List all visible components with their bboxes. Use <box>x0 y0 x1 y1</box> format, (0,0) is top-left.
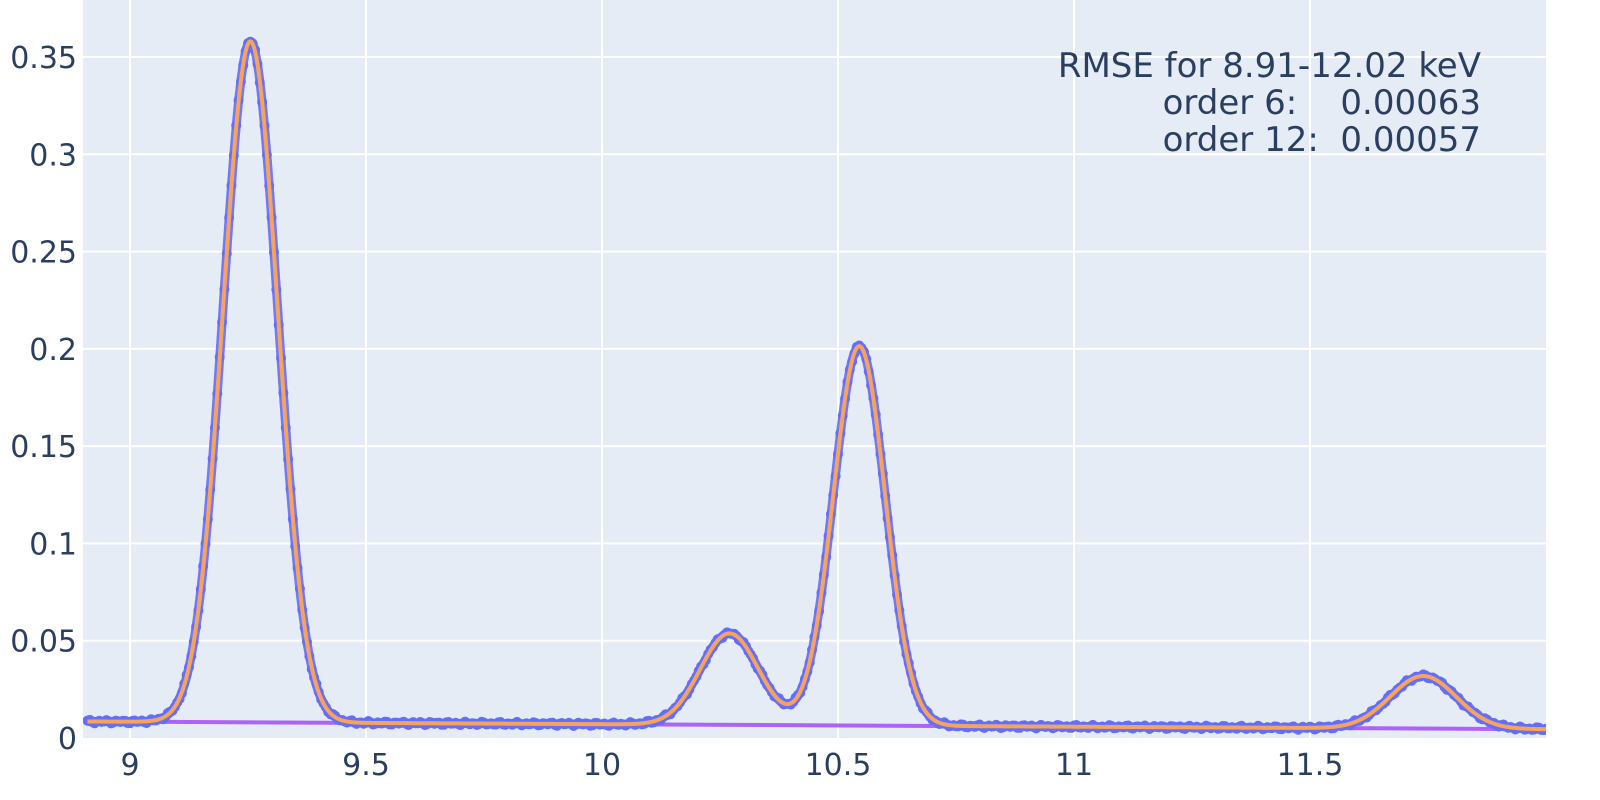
x-tick-label: 9.5 <box>342 748 390 783</box>
y-tick-label: 0.15 <box>10 430 77 465</box>
y-tick-label: 0.05 <box>10 625 77 660</box>
y-tick-label: 0.3 <box>29 138 77 173</box>
x-tick-label: 11 <box>1055 748 1093 783</box>
y-tick-label: 0.2 <box>29 333 77 368</box>
x-tick-label: 10.5 <box>805 748 872 783</box>
rmse-order-6: order 6: 0.00063 <box>1163 83 1481 123</box>
tick-labels: 9 9.5 10 10.5 11 11.5 0 0.05 0.1 0.15 0.2 0.25 0.3 0.… <box>10 41 1343 783</box>
x-tick-label: 10 <box>583 748 621 783</box>
data-point <box>1548 723 1558 733</box>
x-tick-label: 11.5 <box>1277 748 1344 783</box>
y-tick-label: 0.25 <box>10 236 77 271</box>
y-tick-label: 0.1 <box>29 527 77 562</box>
data-layer <box>83 36 1560 736</box>
y-tick-label: 0.35 <box>10 41 77 76</box>
rmse-title: RMSE for 8.91-12.02 keV <box>1058 46 1481 86</box>
data-point <box>1550 722 1560 732</box>
grid-lines <box>83 0 1546 738</box>
data-point <box>1545 728 1546 732</box>
y-tick-label: 0 <box>58 722 77 757</box>
x-tick-label: 9 <box>120 748 139 783</box>
rmse-order-12: order 12: 0.00057 <box>1163 120 1481 160</box>
fit-line-order-12 <box>86 39 1546 732</box>
